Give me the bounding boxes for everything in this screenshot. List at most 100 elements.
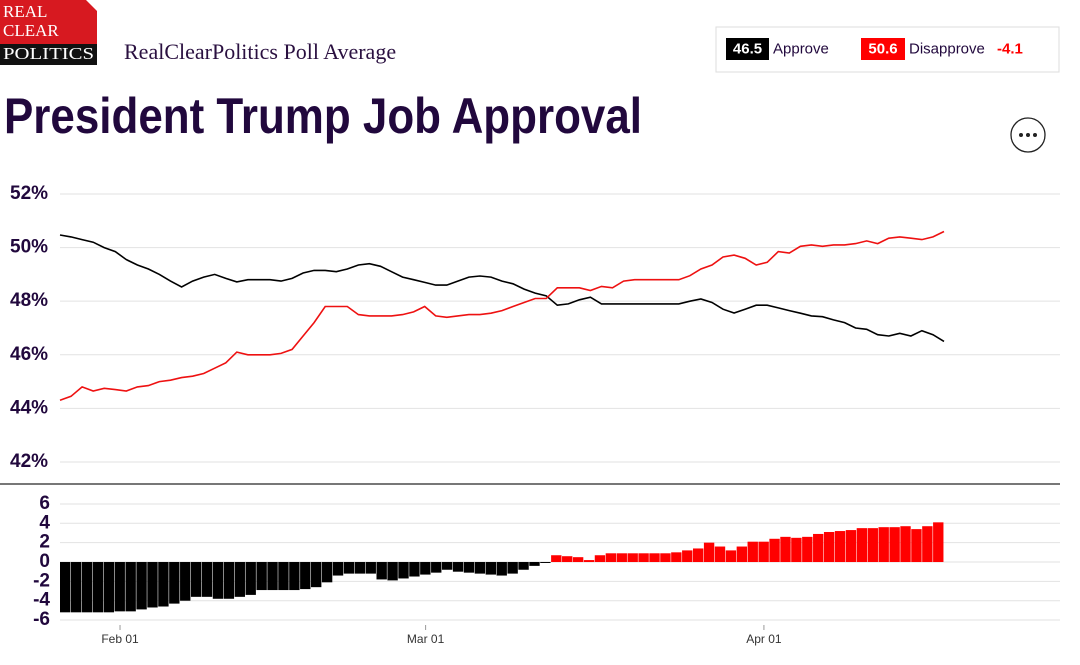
subtitle: RealClearPolitics Poll Average — [124, 39, 396, 64]
bar — [769, 538, 780, 563]
bar — [321, 562, 333, 583]
logo-text: REAL — [3, 2, 47, 21]
bar — [452, 562, 464, 572]
spread: -4.1 — [997, 40, 1023, 57]
bar — [725, 550, 737, 563]
bar — [638, 553, 649, 563]
bar — [420, 562, 431, 575]
disapprove-label: Disapprove — [909, 40, 985, 57]
bar — [496, 562, 507, 576]
bar — [441, 562, 453, 570]
bar — [354, 562, 366, 574]
y-tick-label: 6 — [39, 493, 50, 514]
bar — [212, 562, 224, 599]
logo-text: CLEAR — [3, 21, 59, 40]
x-tick-label: Apr 01 — [746, 632, 782, 646]
bar — [572, 557, 584, 563]
dot — [1019, 133, 1023, 137]
bar — [409, 562, 420, 577]
bar — [300, 562, 311, 590]
bar — [562, 556, 573, 563]
y-tick-label: 4 — [39, 512, 50, 533]
bar — [201, 562, 213, 597]
more-button[interactable] — [1010, 117, 1046, 153]
bar — [332, 562, 344, 576]
bar — [627, 553, 638, 563]
bar — [431, 562, 442, 573]
bar — [507, 562, 518, 574]
logo-text: POLITICS — [3, 44, 94, 63]
line-series — [59, 234, 945, 343]
bar — [529, 562, 540, 566]
bar — [81, 562, 93, 613]
bar — [583, 560, 595, 563]
bar — [387, 562, 398, 581]
bar — [845, 530, 857, 563]
bar — [398, 562, 409, 579]
x-tick-label: Mar 01 — [407, 632, 445, 646]
bar — [714, 546, 726, 563]
dot — [1026, 133, 1030, 137]
bar — [736, 546, 748, 563]
bar — [169, 562, 180, 604]
bar — [376, 562, 387, 580]
bar — [256, 562, 267, 591]
bar — [791, 537, 802, 563]
approve-value: 46.5 — [733, 40, 762, 57]
x-tick-label: Feb 01 — [101, 632, 139, 646]
bar — [933, 522, 944, 563]
bar — [190, 562, 202, 597]
bar — [878, 527, 889, 563]
bar — [922, 526, 933, 563]
bar — [463, 562, 475, 573]
bar — [223, 562, 235, 599]
bar — [234, 562, 245, 597]
bar — [245, 562, 256, 595]
bar — [540, 562, 551, 563]
bar — [594, 555, 606, 563]
bar — [867, 528, 878, 563]
bar — [692, 548, 704, 563]
bar — [343, 562, 355, 574]
bar — [802, 536, 813, 563]
bar — [911, 529, 922, 563]
bar — [780, 536, 791, 563]
line-series — [59, 230, 945, 402]
y-tick-label: 48% — [10, 290, 48, 311]
bar — [834, 531, 846, 563]
bar — [605, 553, 617, 563]
bar — [518, 562, 529, 570]
bar — [180, 562, 191, 601]
disapprove-badge — [861, 38, 905, 60]
y-tick-label: 44% — [10, 397, 48, 418]
y-tick-label: -4 — [33, 590, 50, 611]
y-tick-label: 2 — [39, 532, 50, 553]
summary: 46.5 Approve 50.6 Disapprove -4.1 — [715, 26, 1060, 73]
bar — [813, 533, 824, 563]
bar — [103, 562, 115, 613]
y-tick-label: 46% — [10, 344, 48, 365]
bar — [703, 542, 715, 563]
bar — [682, 550, 693, 563]
logo: REAL CLEAR POLITICS — [0, 0, 97, 65]
bar — [311, 562, 322, 588]
bar — [147, 562, 158, 608]
y-tick-label: 50% — [10, 237, 48, 258]
approve-badge — [726, 38, 769, 60]
bar — [649, 553, 660, 563]
dot — [1033, 133, 1037, 137]
bar — [136, 562, 147, 610]
bar — [474, 562, 486, 574]
bar — [660, 553, 671, 563]
bar — [70, 562, 82, 613]
bar — [267, 562, 278, 591]
bar — [671, 552, 682, 563]
bar — [856, 528, 868, 563]
y-tick-label: -6 — [33, 609, 50, 630]
y-tick-label: 42% — [10, 451, 48, 472]
logo-band — [0, 44, 97, 65]
bar — [278, 562, 289, 591]
bar — [158, 562, 169, 607]
bar — [289, 562, 300, 591]
